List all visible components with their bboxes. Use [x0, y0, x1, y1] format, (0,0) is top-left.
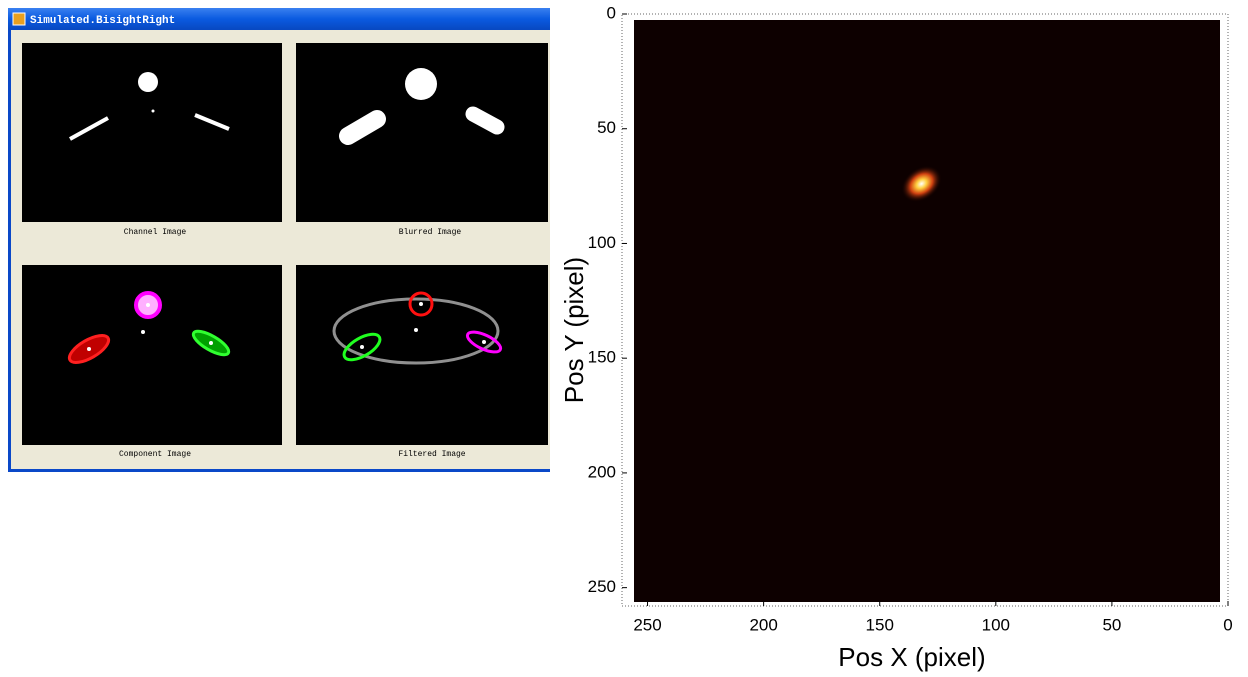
x-tick-label: 150: [866, 615, 894, 634]
centroid: [482, 340, 486, 344]
x-tick-label: 100: [982, 615, 1010, 634]
y-axis-label: Pos Y (pixel): [559, 257, 589, 403]
centroid: [209, 341, 213, 345]
window-title: Simulated.BisightRight: [30, 15, 175, 27]
page: {"window": {"title": "Simulated.BisightR…: [0, 0, 1248, 677]
x-axis-label: Pos X (pixel): [838, 642, 985, 672]
blob: [152, 110, 155, 113]
panel-caption: Filtered Image: [398, 450, 465, 459]
heatmap-image: [634, 20, 1220, 602]
centroid: [146, 303, 150, 307]
x-tick-label: 200: [749, 615, 777, 634]
y-tick-label: 200: [588, 462, 616, 481]
screen: Simulated.BisightRight Channel Image Blu…: [0, 0, 1248, 677]
blob: [138, 72, 158, 92]
centroid: [141, 330, 145, 334]
centroid: [87, 347, 91, 351]
centroid: [360, 345, 364, 349]
panel-caption: Component Image: [119, 450, 191, 459]
channel-image: [22, 43, 282, 222]
blob: [405, 68, 437, 100]
y-tick-label: 100: [588, 233, 616, 252]
centroid: [414, 328, 418, 332]
panel-caption: Blurred Image: [399, 228, 462, 237]
y-tick-label: 250: [588, 577, 616, 596]
y-tick-label: 0: [607, 3, 616, 22]
x-tick-label: 50: [1102, 615, 1121, 634]
app-icon: [13, 13, 25, 25]
x-tick-label: 250: [633, 615, 661, 634]
x-tick-label: 0: [1223, 615, 1232, 634]
panel-caption: Channel Image: [124, 228, 187, 237]
y-tick-label: 150: [588, 348, 616, 367]
y-tick-label: 50: [597, 118, 616, 137]
centroid: [419, 302, 423, 306]
app-window: Simulated.BisightRight Channel Image Blu…: [8, 8, 550, 472]
